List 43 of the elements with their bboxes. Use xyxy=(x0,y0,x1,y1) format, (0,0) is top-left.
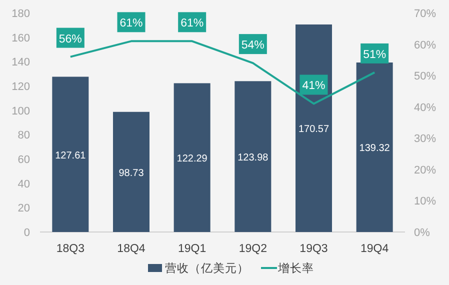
data-label: 122.29 xyxy=(176,154,208,165)
y-tick-label: 140 xyxy=(12,56,30,69)
bar xyxy=(52,76,89,232)
y2-tick-label: 0% xyxy=(414,227,430,239)
y2-tick-label: 70% xyxy=(414,8,436,20)
x-tick-label: 19Q4 xyxy=(360,243,390,255)
y-tick-label: 80 xyxy=(18,130,30,142)
y2-tick-label: 60% xyxy=(414,39,436,52)
data-label: 170.57 xyxy=(298,124,330,136)
data-label: 41% xyxy=(302,80,326,92)
bar xyxy=(113,112,150,232)
y2-tick-label: 50% xyxy=(414,70,436,83)
y-tick-label: 180 xyxy=(12,8,30,20)
y-tick-label: 20 xyxy=(18,202,30,215)
y2-tick-label: 10% xyxy=(414,196,436,208)
bar xyxy=(174,83,210,232)
data-label: 51% xyxy=(363,48,386,61)
data-label: 98.73 xyxy=(118,168,144,179)
x-tick-label: 18Q4 xyxy=(117,243,146,255)
x-tick-label: 19Q1 xyxy=(178,243,206,255)
bar xyxy=(234,81,272,232)
y-tick-label: 120 xyxy=(12,81,30,93)
legend-label: 营收（亿美元） xyxy=(165,261,249,275)
data-label: 139.32 xyxy=(359,143,390,154)
data-label: 127.61 xyxy=(55,150,86,162)
data-label: 123.98 xyxy=(238,152,269,164)
y2-tick-label: 30% xyxy=(414,133,436,146)
y-tick-label: 60 xyxy=(18,154,30,166)
data-label: 61% xyxy=(180,18,204,30)
x-tick-label: 19Q2 xyxy=(238,243,267,255)
y-tick-label: 100 xyxy=(12,105,30,118)
y-tick-label: 0 xyxy=(24,227,30,239)
x-tick-label: 18Q3 xyxy=(56,243,84,255)
y2-tick-label: 20% xyxy=(414,164,436,176)
data-label: 56% xyxy=(58,33,82,46)
data-label: 54% xyxy=(241,40,264,52)
data-label: 61% xyxy=(120,18,143,30)
y-tick-label: 40 xyxy=(18,178,30,190)
x-tick-label: 19Q3 xyxy=(300,243,328,255)
bar xyxy=(296,24,332,232)
legend-label: 增长率 xyxy=(277,261,314,275)
y2-tick-label: 40% xyxy=(414,102,436,114)
y-tick-label: 160 xyxy=(12,32,30,44)
